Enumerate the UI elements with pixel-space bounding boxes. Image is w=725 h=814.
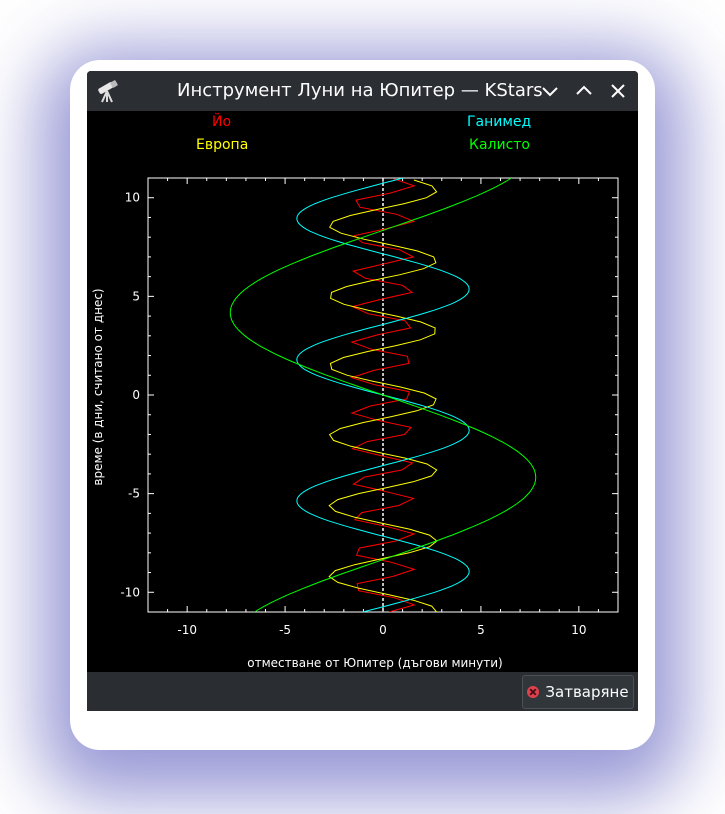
moon-chart: -10 -5 0 5 10 10 5 0 -5 -10 отместване от Юпитер (…	[91, 177, 619, 670]
x-tick-label: 10	[571, 623, 586, 637]
close-button-label: Затваряне	[545, 683, 629, 701]
legend-ganymede: Ганимед	[467, 114, 532, 130]
y-tick-label: -5	[128, 487, 140, 501]
y-axis-label: време (в дни, считано от днес)	[91, 288, 105, 485]
x-tick-label: 0	[379, 623, 387, 637]
x-tick-label: 5	[477, 623, 485, 637]
window-title: Инструмент Луни на Юпитер — KStars	[177, 80, 543, 101]
jupiter-moons-window: Инструмент Луни на Юпитер — KStars Йо Ев…	[87, 71, 638, 711]
close-button[interactable]: Затваряне	[522, 675, 634, 709]
y-tick-label: -10	[120, 585, 140, 599]
y-tick-label: 5	[132, 289, 140, 303]
y-tick-label: 10	[125, 191, 140, 205]
x-tick-label: -10	[177, 623, 197, 637]
x-axis-label: отместване от Юпитер (дъгови минути)	[247, 656, 502, 670]
minimize-button[interactable]	[540, 81, 560, 101]
chevron-down-icon	[542, 87, 558, 97]
dialog-footer: Затваряне	[87, 672, 638, 711]
legend-callisto: Калисто	[469, 137, 530, 153]
legend-europa: Европа	[196, 137, 249, 153]
maximize-button[interactable]	[574, 81, 594, 101]
series-line-europa	[328, 179, 438, 612]
moon-plot-area: Йо Европа Ганимед Калисто -10 -5 0 5 10 10 5 0-…	[87, 111, 638, 672]
close-window-button[interactable]	[608, 81, 628, 101]
chevron-up-icon	[576, 85, 592, 95]
title-bar[interactable]: Инструмент Луни на Юпитер — KStars	[87, 71, 638, 111]
telescope-icon	[95, 78, 121, 104]
close-circle-icon	[527, 686, 540, 698]
x-tick-label: -5	[279, 623, 291, 637]
series-line-callisto	[229, 178, 537, 612]
legend-io: Йо	[212, 114, 232, 130]
close-icon	[611, 84, 625, 98]
y-tick-label: 0	[132, 388, 140, 402]
